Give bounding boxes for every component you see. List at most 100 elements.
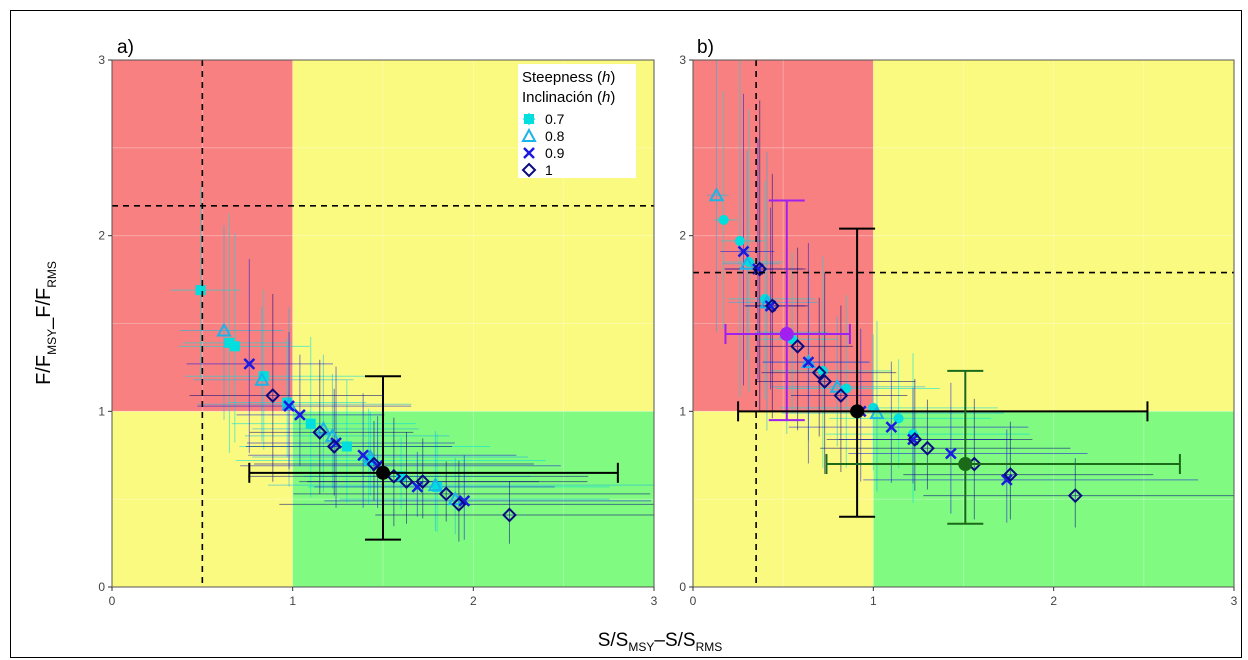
reference-point-black xyxy=(248,375,619,541)
y-tick-label: 3 xyxy=(98,53,105,67)
zone-green-3 xyxy=(873,411,1234,587)
y-tick-label: 2 xyxy=(98,229,105,243)
point-h09-stroke2 xyxy=(885,421,898,434)
point-h07 xyxy=(432,481,443,492)
point-h08 xyxy=(708,187,725,202)
point-h09-stroke2 xyxy=(944,447,957,460)
point-h1 xyxy=(817,374,833,389)
point-h09-stroke2 xyxy=(243,358,256,370)
point-h08 xyxy=(739,255,755,270)
legend-label: 0.9 xyxy=(545,145,565,161)
point-h07 xyxy=(229,341,240,352)
point-h07 xyxy=(893,413,904,424)
point-h1 xyxy=(1067,488,1083,504)
point-h1 xyxy=(920,440,935,456)
point-h09 xyxy=(357,449,370,462)
point-h08 xyxy=(427,477,444,492)
point-h09 xyxy=(411,480,424,493)
point-h08 xyxy=(869,405,885,420)
legend-title-line2: Inclinación (h) xyxy=(522,89,615,106)
point-h07 xyxy=(363,455,374,466)
y-tick-label: 0 xyxy=(98,580,105,594)
panel-a-label: a) xyxy=(117,37,134,58)
x-tick-label: 0 xyxy=(109,594,116,608)
x-tick-label: 1 xyxy=(289,594,296,608)
point-h1 xyxy=(1002,467,1018,482)
legend-item-h07: 0.7 xyxy=(523,111,565,127)
y-tick-label: 1 xyxy=(98,404,105,418)
point-h07 xyxy=(224,337,235,348)
zone-red-0 xyxy=(693,60,874,412)
point-h1 xyxy=(502,507,517,523)
point-h09-stroke2 xyxy=(1000,473,1013,486)
figure-frame xyxy=(10,10,1242,658)
point-h09-stroke2 xyxy=(357,449,370,462)
point-h07 xyxy=(195,285,206,296)
point-h07 xyxy=(341,441,352,452)
point-h09-stroke2 xyxy=(802,356,815,369)
legend-marker xyxy=(521,127,537,142)
legend: Steepness (h) Inclinación (h) 0.70.80.91 xyxy=(518,64,636,178)
point-h08 xyxy=(254,371,270,386)
y-tick-label: 0 xyxy=(679,580,686,594)
point-h07 xyxy=(718,214,729,225)
legend-marker xyxy=(521,162,537,178)
point-h09-stroke2 xyxy=(458,495,471,507)
plot-border xyxy=(111,59,655,588)
x-tick-label: 1 xyxy=(870,594,877,608)
point-h1 xyxy=(764,298,780,314)
x-axis-title-sub2: RMS xyxy=(696,640,723,654)
point-h09-stroke2 xyxy=(411,480,424,493)
point-h1 xyxy=(438,486,454,502)
y-tick-label: 2 xyxy=(679,229,686,243)
point-h08 xyxy=(216,322,232,337)
reference-point-black xyxy=(737,227,1149,518)
point-h08 xyxy=(800,354,817,369)
x-tick-label: 0 xyxy=(690,594,697,608)
reference-point-green xyxy=(825,369,1181,525)
reference-point-purple xyxy=(724,199,851,422)
x-tick-label: 2 xyxy=(1050,594,1057,608)
point-h1 xyxy=(366,456,382,472)
point-h09 xyxy=(802,356,815,369)
legend-title-line1: Steepness (h) xyxy=(522,69,615,86)
point-h1 xyxy=(312,424,328,440)
legend-marker xyxy=(524,114,534,124)
y-tick-label: 1 xyxy=(679,404,686,418)
x-axis-title-sub1: MSY xyxy=(628,640,654,654)
panel-b: 0 1 2 3 0 1 2 3 xyxy=(679,53,1238,608)
point-h09 xyxy=(737,245,750,258)
point-h1 xyxy=(811,365,827,381)
x-tick-label: 3 xyxy=(1231,594,1238,608)
y-axis-title-sub2: RMS xyxy=(45,261,59,288)
point-h09-stroke2 xyxy=(294,408,306,421)
plot-border xyxy=(692,59,1235,588)
x-tick-label: 2 xyxy=(470,594,477,608)
ref-point-dot xyxy=(850,404,865,419)
point-h1 xyxy=(326,439,342,454)
legend-item-h08: 0.8 xyxy=(521,127,565,144)
legend-item-h1: 1 xyxy=(521,162,553,178)
point-h1 xyxy=(833,388,849,403)
point-h09 xyxy=(944,447,957,460)
ref-point-dot xyxy=(958,457,973,472)
legend-label: 0.8 xyxy=(545,128,565,144)
point-h09 xyxy=(885,421,898,434)
point-h09 xyxy=(243,358,256,370)
zone-yellow-2 xyxy=(693,411,874,587)
zone-yellow-1 xyxy=(873,60,1234,412)
y-axis-title-sub1: MSY xyxy=(45,329,59,355)
legend-marker-stroke2 xyxy=(523,147,535,159)
ref-point-dot xyxy=(376,465,390,480)
y-tick-label: 3 xyxy=(679,53,686,67)
x-tick-label: 3 xyxy=(651,594,658,608)
point-h1 xyxy=(907,432,923,447)
legend-marker xyxy=(523,147,535,159)
point-h1 xyxy=(790,338,806,354)
point-h07 xyxy=(305,418,316,429)
point-h1 xyxy=(265,388,281,403)
legend-box xyxy=(518,64,636,178)
legend-label: 1 xyxy=(545,162,553,178)
y-axis-title: F/FMSY_F/FRMS xyxy=(33,261,59,385)
point-h07 xyxy=(734,235,745,246)
